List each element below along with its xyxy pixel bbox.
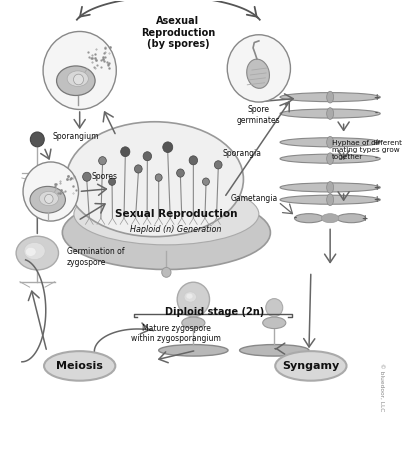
- Circle shape: [214, 161, 222, 169]
- Circle shape: [202, 178, 209, 185]
- Text: Sporangium: Sporangium: [53, 132, 99, 142]
- Text: +: +: [362, 214, 368, 223]
- Circle shape: [162, 267, 171, 277]
- Text: Haploid (n) Generation: Haploid (n) Generation: [130, 225, 222, 234]
- Ellipse shape: [186, 293, 193, 299]
- Ellipse shape: [337, 214, 366, 223]
- Circle shape: [143, 152, 152, 161]
- Ellipse shape: [327, 91, 334, 103]
- Ellipse shape: [66, 122, 243, 236]
- Circle shape: [30, 132, 44, 147]
- Ellipse shape: [56, 66, 95, 95]
- Circle shape: [98, 157, 106, 165]
- Ellipse shape: [321, 214, 339, 223]
- Circle shape: [44, 195, 53, 203]
- Ellipse shape: [67, 71, 88, 87]
- Circle shape: [163, 142, 173, 153]
- Ellipse shape: [263, 317, 286, 329]
- Circle shape: [189, 156, 198, 165]
- Circle shape: [83, 172, 91, 181]
- Ellipse shape: [44, 351, 115, 381]
- Text: © bluedoor, LLC: © bluedoor, LLC: [379, 363, 384, 411]
- Ellipse shape: [16, 236, 59, 270]
- Text: Germination of
zygospore: Germination of zygospore: [67, 248, 124, 267]
- Circle shape: [177, 282, 210, 317]
- Ellipse shape: [30, 186, 66, 213]
- Text: Sexual Reproduction: Sexual Reproduction: [115, 209, 237, 219]
- Ellipse shape: [280, 138, 380, 147]
- Ellipse shape: [182, 317, 205, 329]
- Ellipse shape: [280, 183, 380, 192]
- Ellipse shape: [327, 182, 334, 193]
- Text: Mature zygospore
within zygosporangium: Mature zygospore within zygosporangium: [131, 324, 221, 343]
- Text: Sporangia: Sporangia: [222, 149, 261, 158]
- Circle shape: [121, 147, 130, 157]
- Circle shape: [23, 162, 79, 221]
- Ellipse shape: [327, 136, 334, 148]
- Text: Spores: Spores: [91, 172, 117, 181]
- Text: Gametangia: Gametangia: [231, 194, 278, 203]
- Text: Diploid stage (2n): Diploid stage (2n): [165, 307, 264, 317]
- Text: Syngamy: Syngamy: [282, 361, 339, 371]
- Ellipse shape: [327, 194, 334, 206]
- Text: +: +: [373, 138, 379, 147]
- Ellipse shape: [26, 247, 36, 256]
- Ellipse shape: [74, 183, 259, 245]
- Circle shape: [266, 299, 283, 317]
- Text: -: -: [294, 214, 297, 223]
- Circle shape: [227, 35, 290, 102]
- Ellipse shape: [280, 154, 380, 163]
- Ellipse shape: [327, 153, 334, 165]
- Ellipse shape: [62, 195, 270, 270]
- Ellipse shape: [295, 214, 323, 223]
- Text: Spore
germinates: Spore germinates: [237, 105, 281, 125]
- Ellipse shape: [275, 351, 346, 381]
- Circle shape: [73, 74, 84, 85]
- Text: Hyphae of different
mating types grow
together: Hyphae of different mating types grow to…: [332, 141, 402, 160]
- Text: -: -: [375, 109, 378, 118]
- Ellipse shape: [240, 344, 309, 356]
- Text: Asexual
Reproduction
(by spores): Asexual Reproduction (by spores): [141, 16, 215, 49]
- Circle shape: [43, 31, 116, 109]
- Ellipse shape: [327, 108, 334, 119]
- Ellipse shape: [280, 109, 380, 118]
- Text: +: +: [373, 183, 379, 192]
- Ellipse shape: [247, 59, 269, 89]
- Ellipse shape: [24, 242, 45, 260]
- Circle shape: [134, 165, 142, 173]
- Ellipse shape: [280, 93, 380, 101]
- Circle shape: [177, 169, 184, 177]
- Text: Meiosis: Meiosis: [56, 361, 103, 371]
- Circle shape: [155, 174, 162, 181]
- Ellipse shape: [280, 195, 380, 204]
- Ellipse shape: [39, 191, 59, 206]
- Circle shape: [109, 178, 115, 185]
- Ellipse shape: [159, 344, 228, 356]
- Text: -: -: [375, 154, 378, 163]
- Ellipse shape: [184, 292, 197, 302]
- Text: +: +: [373, 195, 379, 204]
- Text: +: +: [373, 93, 379, 101]
